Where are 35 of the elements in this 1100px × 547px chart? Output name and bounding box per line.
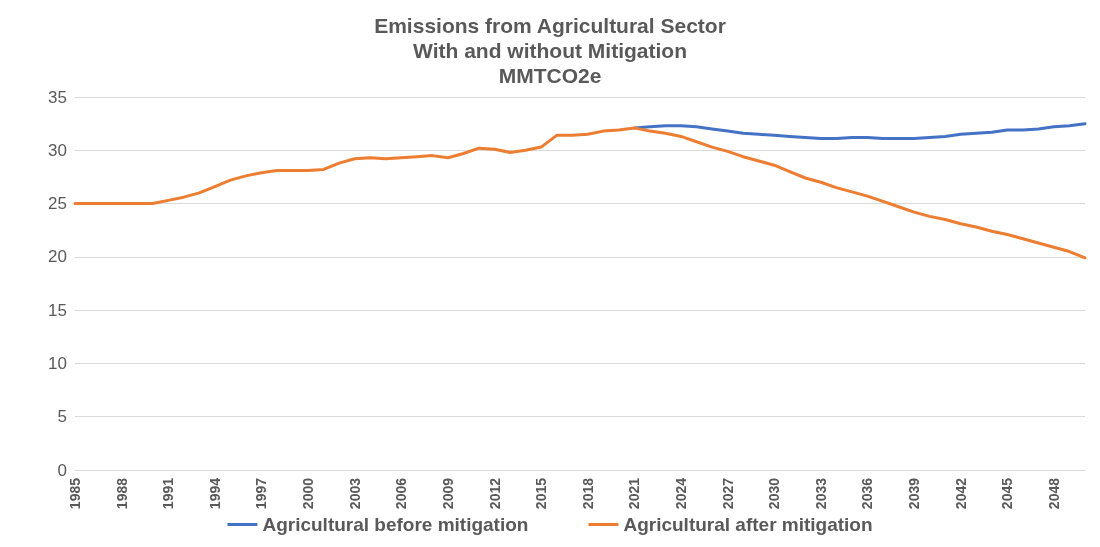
y-tick-label: 10 xyxy=(48,353,67,373)
x-tick-label: 1991 xyxy=(160,477,177,510)
x-tick-label: 2021 xyxy=(626,477,643,510)
x-tick-label: 1994 xyxy=(206,477,223,510)
y-tick-label: 0 xyxy=(57,460,67,480)
x-tick-label: 2027 xyxy=(719,477,736,510)
x-tick-label: 2033 xyxy=(812,477,829,510)
x-tick-label: 2024 xyxy=(673,477,689,510)
y-tick-label: 25 xyxy=(48,194,67,214)
x-tick-label: 2039 xyxy=(906,477,923,510)
y-tick-label: 5 xyxy=(57,407,67,427)
x-tick-label: 1985 xyxy=(67,477,83,510)
line-series xyxy=(73,126,1087,260)
x-tick-label: 2003 xyxy=(346,477,363,510)
y-tick-label: 30 xyxy=(48,140,67,160)
legend-label: Agricultural after mitigation xyxy=(623,514,873,535)
x-tick-label: 2000 xyxy=(300,477,317,510)
x-tick-label: 1988 xyxy=(113,477,130,510)
x-tick-label: 2042 xyxy=(952,477,969,510)
x-tick-label: 2012 xyxy=(486,477,503,510)
y-tick-label: 35 xyxy=(48,87,67,107)
x-tick-label: 2030 xyxy=(766,477,783,510)
x-tick-label: 2018 xyxy=(579,477,596,510)
x-tick-label: 2048 xyxy=(1045,477,1062,510)
x-tick-label: 1997 xyxy=(253,477,270,510)
y-tick-label: 15 xyxy=(48,300,67,320)
x-tick-label: 2036 xyxy=(859,477,876,510)
x-tick-label: 2015 xyxy=(533,477,550,510)
chart-title: Emissions from Agricultural Sector With and without Mitigation MMTCO2e xyxy=(374,14,726,87)
line-series xyxy=(632,122,1087,141)
legend-label: Agricultural before mitigation xyxy=(262,514,529,535)
x-tick-label: 2009 xyxy=(439,477,456,510)
x-tick-label: 2006 xyxy=(393,477,410,510)
x-tick-label: 2045 xyxy=(999,477,1016,510)
y-tick-label: 20 xyxy=(48,247,67,267)
